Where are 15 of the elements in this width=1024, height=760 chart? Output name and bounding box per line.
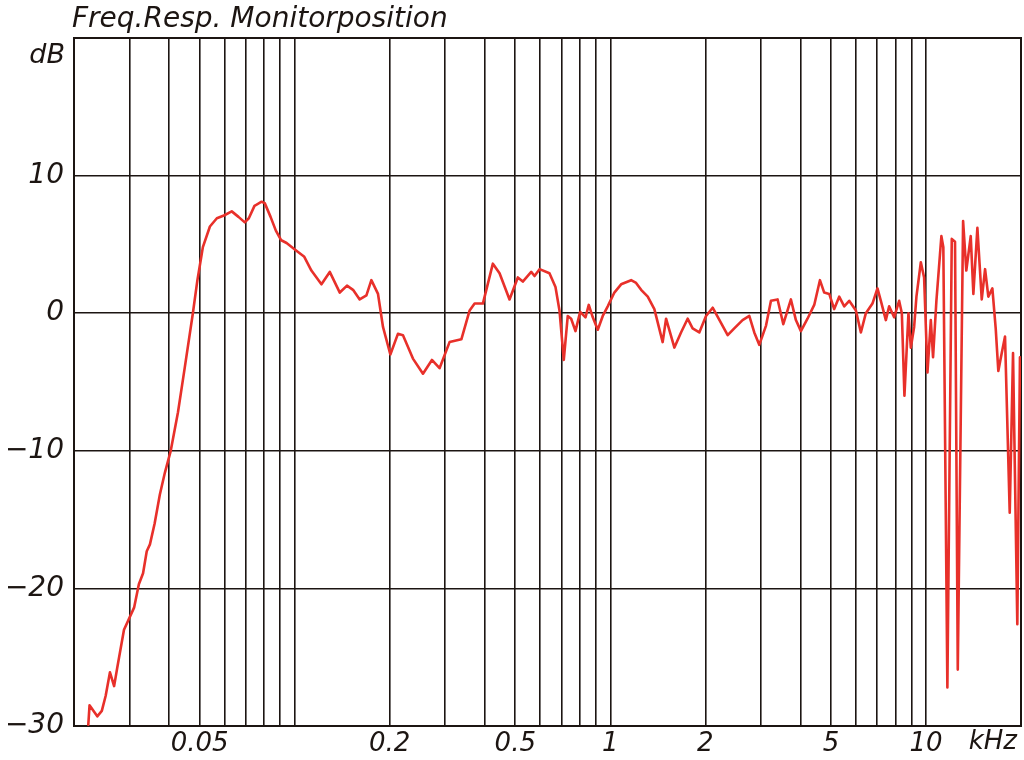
x-tick-label: 5	[822, 727, 840, 758]
x-tick-label: 2	[697, 727, 714, 758]
x-tick-label: 10	[909, 727, 943, 758]
y-tick-label: −20	[4, 569, 64, 603]
y-axis-title: dB	[29, 38, 65, 70]
x-axis-title: kHz	[968, 724, 1019, 755]
y-tick-label: −30	[4, 707, 64, 741]
x-tick-label: 0.2	[368, 727, 411, 758]
y-tick-label: −10	[4, 432, 64, 466]
chart-title: Freq.Resp. Monitorposition	[72, 1, 448, 34]
x-tick-label: 0.5	[494, 727, 536, 758]
x-tick-label: 0.05	[170, 727, 229, 758]
y-tick-label: 10	[28, 156, 64, 190]
y-tick-label: 0	[46, 294, 64, 328]
x-tick-label: 1	[602, 727, 619, 758]
